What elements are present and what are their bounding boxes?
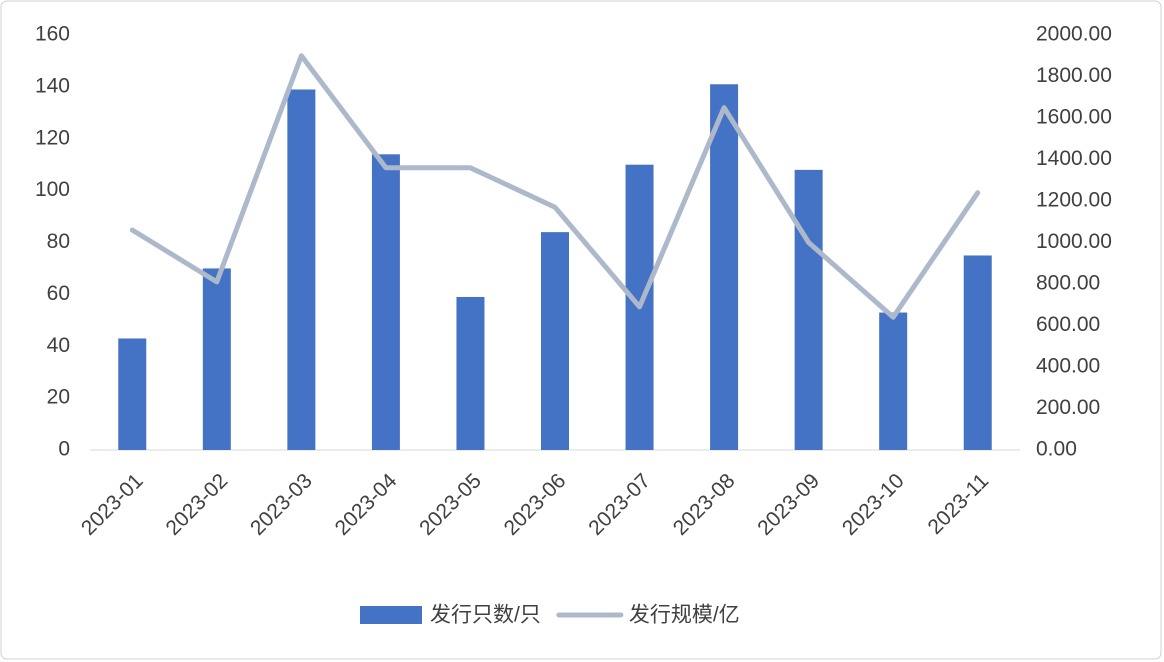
bar [794, 169, 823, 450]
bar [541, 232, 569, 450]
legend-swatch [360, 606, 422, 624]
bar [118, 338, 147, 450]
bar [371, 154, 400, 450]
y-tick-label: 160 [35, 23, 70, 46]
y2-tick-label: 0.00 [1036, 438, 1077, 461]
y-tick-label: 120 [35, 126, 70, 149]
legend-label: 发行只数/只 [430, 604, 541, 627]
y-tick-label: 20 [47, 386, 70, 409]
y2-tick-label: 1400.00 [1036, 147, 1112, 170]
bar [287, 89, 316, 450]
bar [202, 268, 231, 450]
y2-tick-label: 200.00 [1036, 396, 1100, 419]
y2-tick-label: 400.00 [1036, 355, 1100, 378]
line [129, 53, 981, 320]
y-tick-label: 40 [47, 334, 70, 357]
y2-tick-label: 1000.00 [1036, 230, 1112, 253]
bar [710, 84, 739, 450]
y2-tick-label: 600.00 [1036, 313, 1100, 336]
y2-tick-label: 1800.00 [1036, 64, 1112, 87]
y2-tick-label: 1200.00 [1036, 189, 1112, 212]
y-tick-label: 100 [35, 178, 70, 201]
y2-tick-label: 2000.00 [1036, 23, 1112, 46]
y2-tick-label: 1600.00 [1036, 106, 1112, 129]
y-tick-label: 140 [35, 74, 70, 97]
y-tick-label: 80 [47, 230, 70, 253]
bar [456, 296, 485, 450]
y-tick-label: 0 [58, 438, 70, 461]
y-tick-label: 60 [47, 282, 70, 305]
bar [879, 312, 908, 450]
y2-tick-label: 800.00 [1036, 272, 1100, 295]
bar [963, 255, 992, 450]
legend-label: 发行规模/亿 [629, 604, 740, 627]
